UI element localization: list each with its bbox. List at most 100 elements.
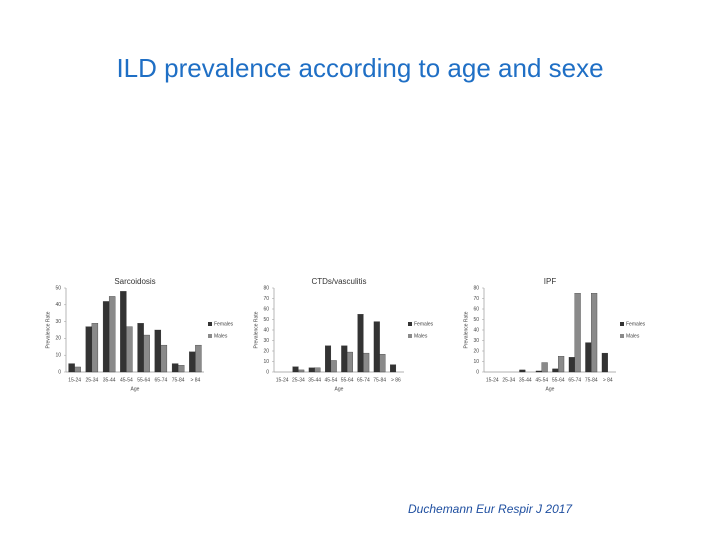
bar bbox=[373, 321, 380, 373]
y-tick-label: 80 bbox=[263, 285, 269, 291]
bar bbox=[314, 367, 321, 373]
legend-label: Females bbox=[414, 321, 434, 327]
y-tick-label: 50 bbox=[263, 317, 269, 323]
x-tick-label: > 84 bbox=[190, 377, 200, 383]
bar bbox=[126, 326, 133, 373]
x-tick-label: 55-64 bbox=[552, 377, 565, 383]
y-tick-label: 50 bbox=[473, 317, 479, 323]
x-tick-label: 65-74 bbox=[154, 377, 167, 383]
x-tick-label: 35-44 bbox=[103, 377, 116, 383]
y-tick-label: 0 bbox=[476, 369, 479, 375]
y-tick-label: 60 bbox=[263, 306, 269, 312]
bar bbox=[160, 344, 168, 373]
x-tick-label: 75-84 bbox=[172, 377, 185, 383]
slide-title: ILD prevalence according to age and sexe bbox=[116, 53, 603, 83]
legend-label: Females bbox=[214, 321, 234, 327]
x-tick-label: 35-44 bbox=[308, 377, 321, 383]
x-tick-label: 15-24 bbox=[486, 377, 499, 383]
bar bbox=[91, 323, 99, 373]
legend-swatch bbox=[620, 334, 624, 338]
bar bbox=[298, 369, 305, 373]
x-tick-label: 25-34 bbox=[85, 377, 98, 383]
bar bbox=[74, 366, 81, 373]
bar bbox=[120, 291, 127, 373]
x-tick-label: > 84 bbox=[603, 377, 613, 383]
bar bbox=[171, 363, 179, 373]
x-axis-label: Age bbox=[546, 386, 555, 392]
chart-title: IPF bbox=[544, 277, 557, 286]
y-tick-label: 20 bbox=[263, 348, 269, 354]
legend-label: Males bbox=[214, 333, 228, 339]
x-tick-label: 25-34 bbox=[292, 377, 305, 383]
bar bbox=[108, 296, 116, 373]
bar bbox=[601, 352, 608, 373]
bar bbox=[308, 367, 315, 373]
x-tick-label: 65-74 bbox=[568, 377, 581, 383]
y-tick-label: 40 bbox=[473, 327, 479, 333]
y-tick-label: 30 bbox=[55, 319, 61, 325]
bar bbox=[558, 356, 565, 373]
bar bbox=[535, 370, 542, 373]
y-tick-label: 0 bbox=[266, 369, 269, 375]
legend-swatch bbox=[620, 322, 624, 326]
citation: Duchemann Eur Respir J 2017 bbox=[408, 502, 573, 516]
x-tick-label: 35-44 bbox=[519, 377, 532, 383]
bar bbox=[357, 314, 364, 373]
bar bbox=[330, 360, 337, 373]
bar bbox=[195, 344, 202, 373]
bar bbox=[519, 369, 526, 373]
x-tick-label: 45-54 bbox=[324, 377, 337, 383]
x-tick-label: 25-34 bbox=[502, 377, 515, 383]
x-tick-label: 15-24 bbox=[68, 377, 81, 383]
bar bbox=[177, 365, 185, 373]
legend-swatch bbox=[408, 322, 412, 326]
y-tick-label: 30 bbox=[263, 338, 269, 344]
chart-title: CTDs/vasculitis bbox=[311, 277, 366, 286]
legend-label: Males bbox=[414, 333, 428, 339]
bar bbox=[363, 352, 370, 373]
x-tick-label: 45-54 bbox=[535, 377, 548, 383]
x-tick-label: > 86 bbox=[391, 377, 401, 383]
x-tick-label: 65-74 bbox=[357, 377, 370, 383]
y-tick-label: 40 bbox=[263, 327, 269, 333]
y-tick-label: 10 bbox=[263, 359, 269, 365]
y-tick-label: 0 bbox=[58, 369, 61, 375]
legend-swatch bbox=[208, 322, 212, 326]
y-tick-label: 20 bbox=[473, 348, 479, 354]
bar bbox=[341, 345, 348, 373]
y-tick-label: 40 bbox=[55, 302, 61, 308]
x-axis-label: Age bbox=[131, 386, 140, 392]
bar bbox=[585, 342, 592, 373]
legend-label: Females bbox=[626, 321, 646, 327]
bar bbox=[379, 353, 386, 373]
y-tick-label: 80 bbox=[473, 285, 479, 291]
x-tick-label: 75-84 bbox=[373, 377, 386, 383]
bar bbox=[390, 364, 397, 373]
y-axis-label: Prevalence Rate bbox=[253, 311, 259, 348]
bar bbox=[325, 345, 332, 373]
y-axis-label: Prevalence Rate bbox=[463, 311, 469, 348]
y-tick-label: 10 bbox=[55, 353, 61, 359]
bar bbox=[568, 357, 575, 373]
bar bbox=[591, 293, 598, 373]
bar bbox=[102, 301, 110, 373]
bar bbox=[68, 363, 75, 373]
y-axis-label: Prevalence Rate bbox=[45, 311, 51, 348]
bar bbox=[292, 366, 299, 373]
legend-swatch bbox=[408, 334, 412, 338]
y-tick-label: 10 bbox=[473, 359, 479, 365]
chart-title: Sarcoidosis bbox=[114, 277, 155, 286]
x-tick-label: 45-54 bbox=[120, 377, 133, 383]
bar bbox=[137, 323, 144, 373]
bar bbox=[154, 329, 162, 373]
x-axis-label: Age bbox=[335, 386, 344, 392]
x-tick-label: 75-84 bbox=[585, 377, 598, 383]
bar bbox=[143, 334, 150, 373]
y-tick-label: 70 bbox=[473, 296, 479, 302]
legend-label: Males bbox=[626, 333, 640, 339]
bar bbox=[85, 326, 93, 373]
x-tick-label: 55-64 bbox=[137, 377, 150, 383]
bar bbox=[189, 351, 196, 373]
